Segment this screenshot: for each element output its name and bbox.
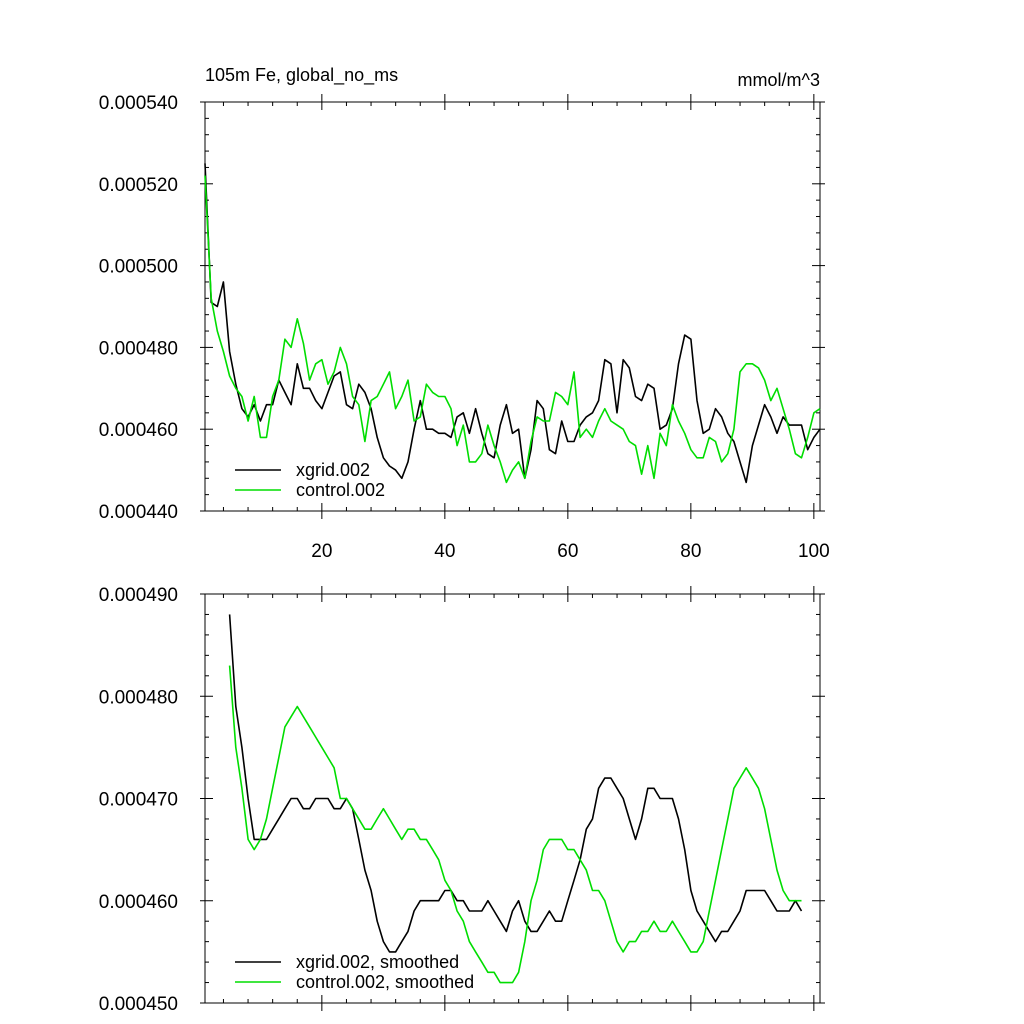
top-chart-title: 105m Fe, global_no_ms (205, 65, 398, 86)
top-chart-units: mmol/m^3 (738, 70, 820, 90)
top-ytick-label: 0.000460 (99, 420, 178, 441)
top-xtick-label: 80 (680, 541, 701, 562)
bottom-ytick-label: 0.000470 (99, 790, 178, 811)
top-panel: 105m Fe, global_no_ms mmol/m^3 0.000440 0… (99, 65, 830, 562)
bottom-panel: 0.000450 0.000460 0.000470 0.000480 0.000490… (99, 585, 825, 1015)
top-xtick-label: 40 (434, 541, 455, 562)
top-ytick-label: 0.000520 (99, 175, 178, 196)
bottom-ytick-label: 0.000450 (99, 994, 178, 1015)
top-xtick-label: 100 (798, 541, 830, 562)
top-legend-label: control.002 (296, 480, 385, 500)
top-ytick-label: 0.000480 (99, 338, 178, 359)
bottom-legend-label: control.002, smoothed (296, 972, 474, 992)
top-ytick-label: 0.000540 (99, 93, 178, 114)
bottom-ytick-label: 0.000460 (99, 892, 178, 913)
top-series-line-control (204, 175, 821, 484)
bottom-ytick-label: 0.000480 (99, 687, 178, 708)
top-xtick-label: 60 (557, 541, 578, 562)
bottom-series-line-xgrid (228, 614, 803, 953)
top-series-line-xgrid (204, 163, 821, 484)
bottom-ytick-label: 0.000490 (99, 585, 178, 606)
top-xtick-label: 20 (311, 541, 332, 562)
top-plot-frame (204, 101, 821, 512)
top-ytick-label: 0.000440 (99, 502, 178, 523)
bottom-series-line-control (228, 665, 802, 984)
top-legend-label: xgrid.002 (296, 460, 370, 480)
bottom-legend-label: xgrid.002, smoothed (296, 952, 459, 972)
top-ytick-label: 0.000500 (99, 257, 178, 278)
